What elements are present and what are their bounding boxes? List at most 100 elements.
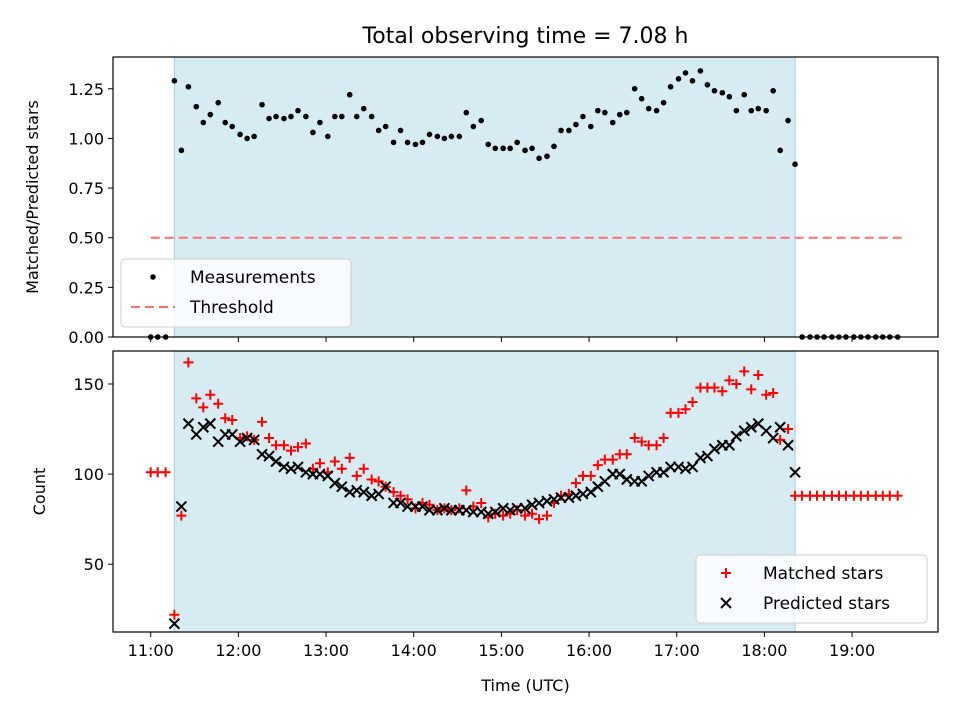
measurement-point bbox=[500, 145, 506, 152]
matched-stars-point bbox=[285, 445, 296, 456]
measurement-point bbox=[566, 127, 572, 134]
predicted-stars-point bbox=[416, 500, 429, 513]
matched-stars-point bbox=[761, 389, 772, 400]
measurement-point bbox=[602, 109, 608, 116]
matched-stars-point bbox=[351, 470, 362, 481]
predicted-stars-point bbox=[592, 481, 604, 493]
measurement-point bbox=[390, 139, 397, 146]
matched-stars-point bbox=[395, 490, 406, 501]
predicted-stars-point bbox=[248, 434, 260, 446]
measurement-point bbox=[638, 95, 645, 102]
predicted-stars-point bbox=[767, 432, 779, 444]
predicted-stars-point bbox=[278, 461, 290, 473]
measurement-point bbox=[733, 107, 740, 114]
matched-stars-point bbox=[358, 463, 369, 474]
predicted-stars-point bbox=[694, 452, 707, 464]
predicted-stars-point bbox=[241, 432, 253, 444]
matched-stars-point bbox=[534, 514, 545, 525]
measurement-point bbox=[273, 113, 279, 120]
predicted-stars-point bbox=[438, 502, 451, 515]
matched-stars-point bbox=[739, 366, 750, 377]
matched-stars-point bbox=[731, 378, 742, 389]
measurement-point bbox=[404, 139, 411, 146]
y-tick-label: 0.75 bbox=[68, 179, 104, 198]
measurement-point bbox=[544, 153, 550, 160]
matched-stars-point bbox=[527, 508, 538, 519]
predicted-stars-point bbox=[431, 504, 444, 516]
measurement-point bbox=[792, 161, 798, 168]
measurement-point bbox=[616, 111, 623, 118]
predicted-stars-point bbox=[686, 461, 699, 473]
measurement-point bbox=[653, 107, 660, 114]
predicted-stars-point bbox=[234, 435, 246, 448]
predicted-stars-point bbox=[204, 417, 217, 430]
measurement-point bbox=[667, 83, 674, 90]
ratio-legend: Measurements Threshold bbox=[120, 258, 352, 328]
predicted-stars-point bbox=[563, 491, 575, 504]
matched-stars-point bbox=[709, 382, 720, 393]
matched-stars-point bbox=[783, 424, 794, 435]
predicted-stars-point bbox=[175, 500, 188, 513]
matched-stars-point bbox=[717, 386, 728, 397]
y-tick-label: 0.50 bbox=[68, 229, 104, 248]
measurement-point bbox=[310, 129, 316, 136]
legend-label-predicted: Predicted stars bbox=[763, 594, 890, 614]
measurement-point bbox=[266, 115, 272, 122]
predicted-stars-point bbox=[708, 443, 721, 455]
matched-stars-point bbox=[213, 398, 224, 409]
measurement-point bbox=[675, 76, 682, 82]
measurement-point bbox=[419, 139, 426, 146]
measurement-point bbox=[755, 105, 762, 112]
measurement-point bbox=[317, 119, 323, 126]
predicted-stars-point bbox=[197, 421, 210, 433]
measurement-point bbox=[631, 85, 638, 92]
matched-stars-point bbox=[191, 393, 202, 404]
y-tick-label: 0.25 bbox=[68, 278, 104, 297]
measurement-point bbox=[551, 143, 557, 150]
predicted-stars-point bbox=[270, 455, 282, 468]
measurement-point bbox=[609, 119, 616, 126]
measurement-point bbox=[529, 145, 535, 152]
measurement-point bbox=[470, 123, 477, 130]
matched-stars-point bbox=[592, 460, 603, 471]
count-axes-frame bbox=[112, 350, 939, 633]
predicted-stars-point bbox=[256, 448, 268, 460]
measurement-point bbox=[763, 107, 769, 114]
x-tick-label: 18:00 bbox=[741, 641, 787, 660]
measurement-point bbox=[244, 135, 250, 142]
matched-stars-point bbox=[673, 407, 684, 418]
measurement-point bbox=[178, 147, 185, 154]
measurement-point bbox=[785, 117, 791, 124]
y-tick-label: 1.00 bbox=[68, 129, 104, 148]
matched-stars-point bbox=[476, 497, 487, 508]
predicted-stars-point bbox=[730, 430, 743, 442]
ratio-y-axis-label: Matched/Predicted stars bbox=[23, 100, 42, 294]
measurement-point bbox=[522, 147, 528, 154]
matched-stars-point bbox=[292, 442, 303, 453]
matched-stars-point bbox=[336, 463, 347, 474]
predicted-stars-point bbox=[723, 439, 736, 451]
matched-stars-point bbox=[227, 415, 238, 426]
measurement-point bbox=[353, 113, 360, 120]
predicted-stars-point bbox=[365, 490, 378, 502]
measurement-point bbox=[412, 141, 419, 148]
matched-stars-point bbox=[636, 436, 647, 447]
predicted-stars-point bbox=[679, 462, 692, 475]
legend-matched-marker bbox=[721, 568, 731, 578]
measurement-point bbox=[397, 127, 404, 134]
measurement-point bbox=[456, 133, 463, 140]
matched-stars-point bbox=[344, 452, 355, 463]
matched-stars-point bbox=[461, 485, 472, 496]
matched-stars-point bbox=[169, 609, 180, 620]
predicted-stars-point bbox=[497, 502, 509, 515]
y-tick-label: 100 bbox=[73, 465, 104, 484]
predicted-stars-point bbox=[329, 477, 341, 489]
measurement-point bbox=[719, 89, 726, 96]
matched-stars-point bbox=[753, 369, 764, 380]
predicted-stars-point bbox=[774, 421, 786, 433]
predicted-stars-point bbox=[782, 439, 794, 451]
predicted-stars-point bbox=[358, 486, 370, 498]
count-marks bbox=[145, 357, 903, 630]
measurement-point bbox=[536, 155, 542, 162]
count-panel: 11:00 12:00 13:00 14:00 15:00 16:00 17:00 18:00… bbox=[30, 350, 939, 695]
